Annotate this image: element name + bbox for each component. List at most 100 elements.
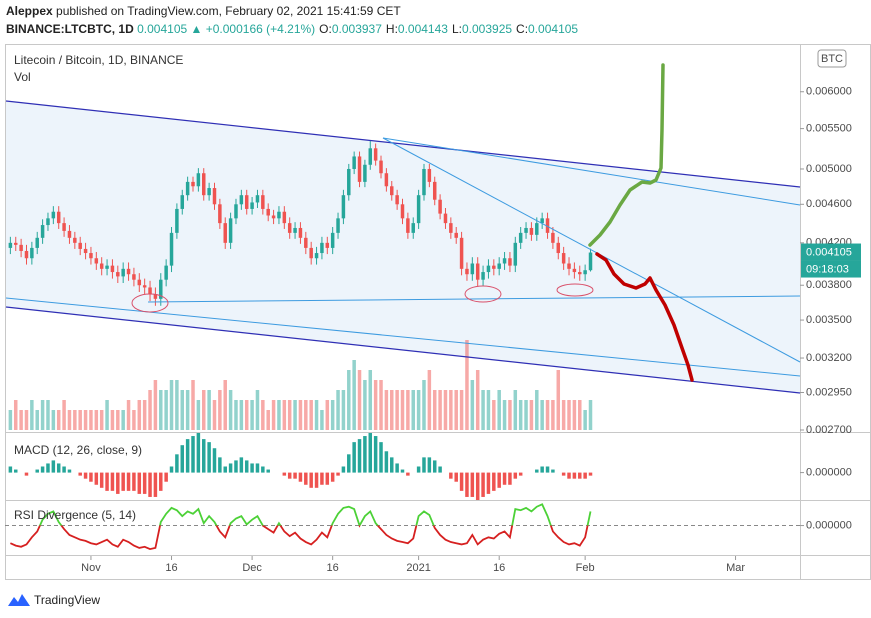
candle-body [411, 223, 415, 233]
volume-bar [56, 410, 61, 430]
volume-bar [13, 400, 18, 430]
candle-body [578, 272, 582, 275]
candle-body [341, 195, 346, 219]
macd-bar [169, 466, 174, 473]
ohlc-value: 0.003937 [332, 22, 382, 36]
candle-body [540, 218, 544, 224]
candle-body [202, 173, 206, 196]
volume-bar [185, 390, 190, 430]
rsi-line [10, 503, 592, 551]
candle-body [287, 223, 292, 233]
candle-body [368, 148, 373, 165]
volume-bar [298, 400, 303, 430]
volume-bar [223, 380, 227, 430]
macd-bar [180, 445, 185, 473]
countdown: 09:18:03 [806, 263, 849, 275]
volume-bar [384, 390, 389, 430]
candle-body [132, 274, 136, 280]
candle-body [529, 227, 534, 235]
y-tick-label: 0.005500 [806, 123, 852, 135]
macd-bar [239, 457, 244, 473]
y-tick-label: 0.000000 [806, 519, 852, 531]
macd-bar [492, 472, 496, 491]
candle-body [121, 268, 125, 277]
volume-bar [196, 400, 201, 430]
volume-bar [556, 370, 561, 430]
candle-body [357, 156, 362, 182]
macd-bar [35, 469, 39, 473]
volume-bar [545, 400, 550, 430]
macd-bar [390, 457, 394, 473]
candle-body [545, 218, 550, 233]
candle-body [142, 285, 147, 288]
candle-body [384, 173, 389, 187]
candle-body [309, 247, 313, 259]
candle-body [164, 265, 168, 280]
macd-bar [234, 460, 238, 473]
candle-body [363, 164, 367, 182]
candle-body [239, 195, 244, 205]
macd-bar [132, 472, 136, 491]
data-marks [5, 140, 800, 551]
macd-bar [427, 457, 432, 473]
volume-bar [239, 400, 244, 430]
trend-line [382, 137, 801, 363]
volume-bar [432, 390, 437, 430]
volume-bar [438, 390, 442, 430]
macd-bar [486, 472, 491, 494]
volume-bar [508, 400, 512, 430]
candle-body [137, 279, 142, 286]
macd-bar [373, 436, 378, 473]
macd-bar [400, 469, 405, 473]
candle-body [486, 265, 491, 273]
macd-bar [51, 460, 56, 473]
macd-bar [148, 472, 152, 497]
last-price-box [801, 243, 861, 261]
x-tick-label: 16 [327, 562, 339, 574]
volume-bar [524, 400, 528, 430]
volume-bar [89, 410, 93, 430]
macd-bar [551, 469, 555, 473]
volume-bar [352, 360, 356, 430]
macd-bar [287, 472, 292, 479]
volume-bar [518, 400, 523, 430]
candle-body [481, 272, 485, 280]
volume-bar [99, 410, 104, 430]
macd-bar [255, 463, 260, 473]
candle-body [572, 268, 577, 273]
volume-bar [234, 400, 238, 430]
macd-bar [384, 451, 389, 473]
macd-bar [347, 454, 351, 473]
macd-title: MACD (12, 26, close, 9) [14, 443, 142, 457]
candle-body [169, 232, 174, 266]
candle-body [588, 252, 593, 271]
volume-bar [513, 390, 518, 430]
y-tick-label: 0.005000 [806, 163, 852, 175]
volume-bar [529, 400, 534, 430]
trend-line [5, 297, 801, 377]
volume-bar [35, 410, 39, 430]
candle-body [159, 279, 163, 299]
candle-body [212, 188, 217, 205]
volume-bar [142, 400, 147, 430]
x-tick-label: 2021 [406, 562, 430, 574]
macd-bar [8, 466, 13, 473]
x-tick-label: Mar [726, 562, 745, 574]
volume-bar [567, 400, 571, 430]
macd-bar [191, 436, 195, 473]
candle-body [13, 242, 18, 245]
highlight-ellipse [556, 283, 594, 297]
macd-bar [540, 466, 544, 473]
x-tick-label: Nov [81, 562, 101, 574]
volume-bar [481, 390, 485, 430]
volume-bar [304, 400, 308, 430]
macd-bar [363, 436, 367, 473]
macd-bar [83, 472, 88, 479]
volume-bar [395, 390, 399, 430]
ohlc-key: C: [516, 22, 528, 36]
candle-body [293, 227, 297, 233]
macd-bar [116, 472, 120, 494]
volume-bar [24, 410, 29, 430]
candle-body [551, 232, 555, 243]
